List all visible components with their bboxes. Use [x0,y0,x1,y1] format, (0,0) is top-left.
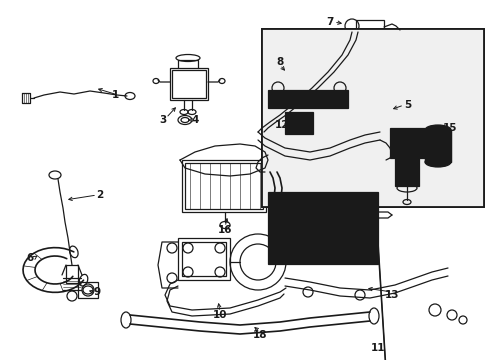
Bar [261,29,483,207]
Ellipse shape [424,125,450,135]
Bar [182,242,225,276]
Text: 4: 4 [191,115,198,125]
Text: 6: 6 [26,253,34,263]
Bar [424,130,450,162]
Bar [285,112,312,134]
Bar [284,68,295,82]
Text: 1: 1 [111,90,119,100]
Bar [355,20,383,34]
Bar [178,238,229,280]
Bar [271,196,373,260]
Bar [389,128,424,158]
Ellipse shape [291,117,305,129]
Bar [267,192,377,264]
Text: 7: 7 [325,17,333,27]
Bar [391,130,422,156]
Bar [78,282,98,298]
Bar [182,160,265,212]
Text: 16: 16 [217,225,232,235]
Bar [170,68,207,100]
Text: 12: 12 [274,120,289,130]
Text: 9: 9 [93,287,101,297]
Ellipse shape [424,157,450,167]
Bar [172,70,205,98]
Text: 15: 15 [442,123,456,133]
Text: 11: 11 [370,343,385,353]
Bar [66,265,78,283]
Bar [184,163,263,209]
Bar [271,93,343,105]
Bar [267,90,347,108]
Bar [261,29,483,207]
Text: 14: 14 [409,133,424,143]
Text: 17: 17 [277,227,292,237]
Text: 8: 8 [276,57,283,67]
Text: 10: 10 [212,310,227,320]
Text: 13: 13 [384,290,398,300]
Text: 18: 18 [252,330,267,340]
Text: 3: 3 [159,115,166,125]
Bar [394,158,418,186]
Text: 5: 5 [404,100,411,110]
Text: 2: 2 [96,190,103,200]
